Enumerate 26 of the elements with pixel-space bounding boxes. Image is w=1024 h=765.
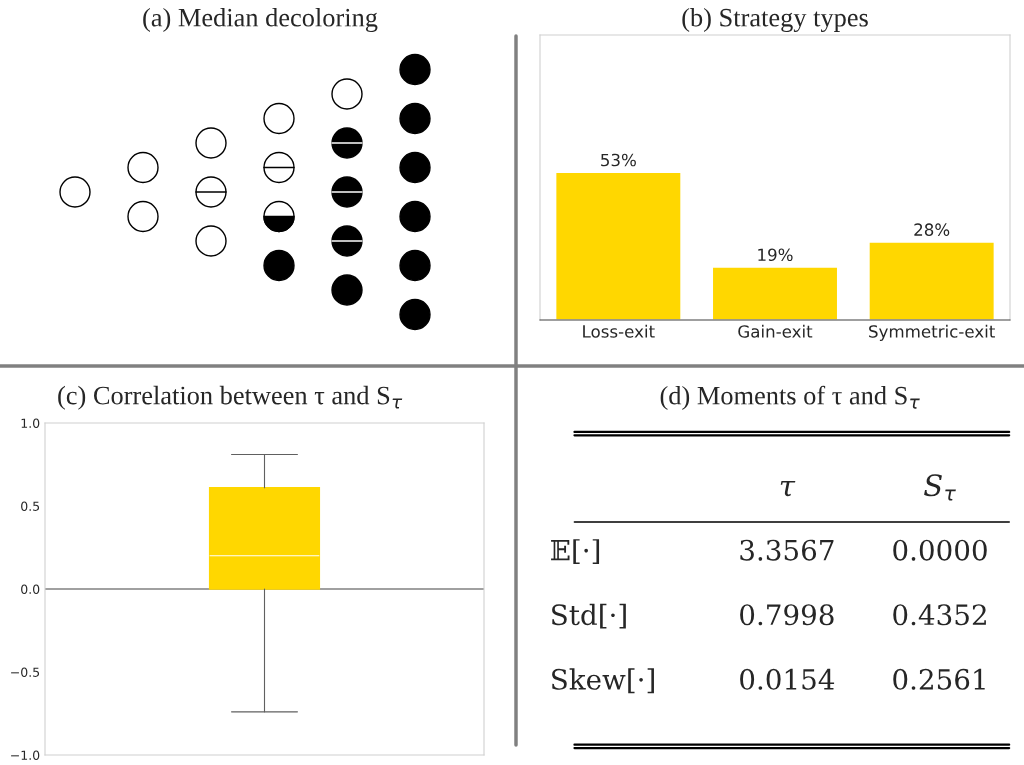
text: 0.0000 — [893, 539, 987, 561]
x-tick-label: Symmetric-exit — [869, 324, 995, 341]
text: Skew[·] — [552, 668, 654, 694]
text: 0.2561 — [893, 668, 985, 690]
chart-title: (b) Strategy types — [682, 8, 868, 32]
text: τ — [780, 480, 796, 497]
text: 𝔼[·] — [551, 539, 600, 564]
data-label: 28% — [914, 223, 950, 236]
data-label: 19% — [758, 248, 793, 262]
text: 0.0154 — [740, 668, 835, 690]
y-tick-label: −1.0 — [11, 750, 40, 760]
x-tick-label: Gain-exit — [738, 324, 813, 338]
text: 0.4352 — [893, 604, 986, 626]
y-tick-label: 0.0 — [21, 584, 40, 594]
y-tick-label: 1.0 — [21, 418, 40, 428]
y-tick-label: −0.5 — [11, 667, 40, 677]
text: 3.3567 — [740, 539, 834, 561]
y-tick-label: 0.5 — [21, 501, 40, 511]
chart-title: (c) Correlation between τ and S$_{τ}$ — [58, 385, 403, 410]
text: Std[·] — [552, 603, 626, 629]
x-tick-label: Loss-exit — [583, 324, 655, 338]
text: 0.7998 — [740, 604, 834, 626]
text: (d) Moments of τ and S$_{τ}$ — [660, 385, 920, 410]
data-label: 53% — [601, 153, 636, 167]
text: S$_{τ}$ — [924, 474, 956, 501]
text: (a) Median decoloring — [143, 8, 378, 32]
